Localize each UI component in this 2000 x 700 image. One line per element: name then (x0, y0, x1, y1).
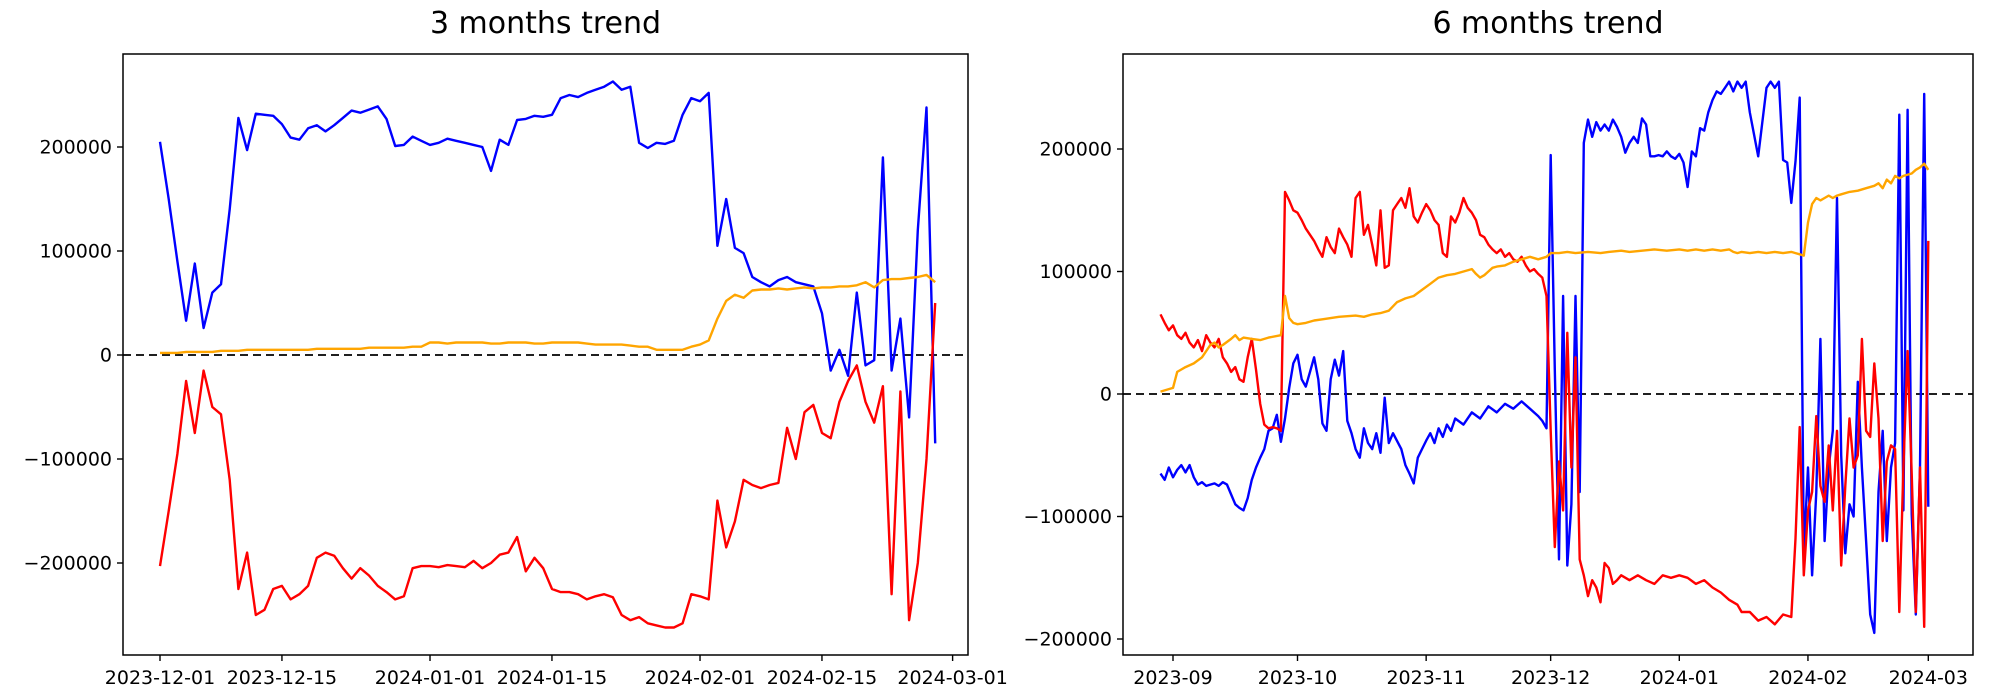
x-tick-label: 2024-03-01 (897, 667, 1007, 689)
y-tick-label: 100000 (1039, 261, 1112, 283)
chart-title-3-months: 3 months trend (429, 6, 662, 41)
x-tick-label: 2023-11 (1386, 667, 1465, 689)
x-tick-label: 2023-12 (1511, 667, 1590, 689)
x-tick-label: 2023-12-15 (227, 667, 337, 689)
blue-series (158, 80, 937, 444)
chart-6-months: 200000 100000 0 −100000 −200000 2023-09 2023-1… (1024, 53, 1974, 689)
y-tick-label: 0 (1100, 384, 1112, 406)
y-tick-label: 200000 (39, 137, 112, 159)
x-tick-label: 2024-02 (1768, 667, 1847, 689)
y-tick-label: 100000 (39, 241, 112, 263)
orange-series (160, 273, 936, 355)
red-series (158, 302, 937, 629)
blue-series (1159, 80, 1930, 635)
x-tick-label: 2024-01 (1640, 667, 1719, 689)
orange-series (1160, 162, 1930, 393)
x-tick-label: 2024-01-15 (497, 667, 607, 689)
x-tick-label: 2024-01-01 (375, 667, 485, 689)
x-tick-label: 2023-09 (1133, 667, 1212, 689)
y-tick-label: 0 (100, 345, 112, 367)
x-tick-label: 2023-12-01 (105, 667, 215, 689)
red-series (1159, 186, 1930, 628)
y-tick-label: −200000 (1024, 629, 1112, 651)
y-tick-label: 200000 (1039, 139, 1112, 161)
y-tick-label: −200000 (24, 553, 112, 575)
plot-border (1122, 53, 1974, 656)
y-tick-label: −100000 (24, 449, 112, 471)
x-tick-label: 2023-10 (1258, 667, 1337, 689)
chart-title-6-months: 6 months trend (1432, 6, 1664, 41)
chart-3-months: 200000 100000 0 −100000 −200000 2023-12-01 202… (24, 53, 1008, 689)
plot-border (122, 53, 969, 656)
x-tick-label: 2024-02-15 (767, 667, 877, 689)
y-tick-label: −100000 (1024, 506, 1112, 528)
x-tick-label: 2024-02-01 (645, 667, 755, 689)
x-tick-label: 2024-03 (1889, 667, 1968, 689)
